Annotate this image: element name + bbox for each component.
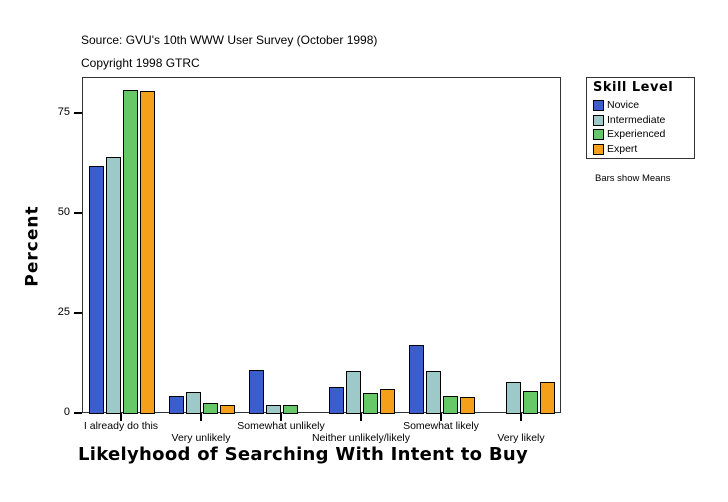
bar-intermediate — [106, 157, 121, 414]
bar-intermediate — [266, 405, 281, 414]
bar-experienced — [443, 396, 458, 414]
y-tick-label: 50 — [57, 206, 70, 218]
source-text: Source: GVU's 10th WWW User Survey (Octo… — [81, 33, 378, 47]
bar-intermediate — [506, 382, 521, 414]
x-tick — [120, 413, 122, 421]
x-tick — [520, 413, 522, 421]
bar-novice — [89, 166, 104, 414]
x-tick-label: I already do this — [83, 420, 159, 432]
bar-intermediate — [186, 392, 201, 414]
x-tick — [360, 413, 362, 421]
bar-experienced — [523, 391, 538, 414]
legend-swatch — [593, 114, 604, 126]
bar-intermediate — [346, 371, 361, 414]
copyright-text: Copyright 1998 GTRC — [81, 56, 200, 70]
legend-label: Experienced — [607, 128, 666, 140]
y-tick — [74, 412, 82, 414]
bar-novice — [329, 387, 344, 414]
bar-novice — [249, 370, 264, 414]
bar-experienced — [123, 90, 138, 414]
legend-title: Skill Level — [593, 80, 674, 95]
legend-swatch — [593, 143, 604, 155]
x-tick-label: Somewhat likely — [403, 420, 479, 432]
bar-experienced — [283, 405, 298, 414]
legend-label: Novice — [607, 99, 640, 111]
x-tick — [200, 413, 202, 421]
x-tick — [280, 413, 282, 421]
bar-expert — [540, 382, 555, 414]
legend-label: Expert — [607, 142, 638, 155]
y-tick — [74, 212, 82, 214]
x-tick-label: Neither unlikely/likely — [311, 432, 411, 444]
bar-experienced — [203, 403, 218, 414]
legend-swatch — [593, 100, 604, 111]
y-tick-label: 0 — [63, 406, 70, 418]
y-tick — [74, 312, 82, 314]
legend: Skill Level Novice Intermediate Experience… — [586, 77, 695, 159]
x-tick-label: Somewhat unlikely — [237, 420, 325, 432]
bar-expert — [380, 389, 395, 414]
x-tick — [440, 413, 442, 421]
x-tick-label: Very unlikely — [171, 432, 231, 444]
bar-novice — [169, 396, 184, 414]
bars-note: Bars show Means — [595, 173, 671, 184]
bar-intermediate — [426, 371, 441, 414]
y-axis-title: Percent — [22, 205, 43, 287]
legend-label: Intermediate — [607, 113, 666, 126]
legend-swatch — [593, 129, 604, 140]
bar-expert — [460, 397, 475, 414]
x-tick-label: Very likely — [497, 432, 545, 444]
bar-expert — [220, 405, 235, 414]
y-tick — [74, 112, 82, 114]
y-tick-label: 25 — [57, 306, 70, 318]
x-axis-title: Likelyhood of Searching With Intent to B… — [78, 444, 529, 465]
bar-experienced — [363, 393, 378, 414]
bar-novice — [409, 345, 424, 414]
plot-area — [82, 77, 561, 414]
bar-expert — [140, 91, 155, 414]
y-tick-label: 75 — [57, 106, 70, 118]
